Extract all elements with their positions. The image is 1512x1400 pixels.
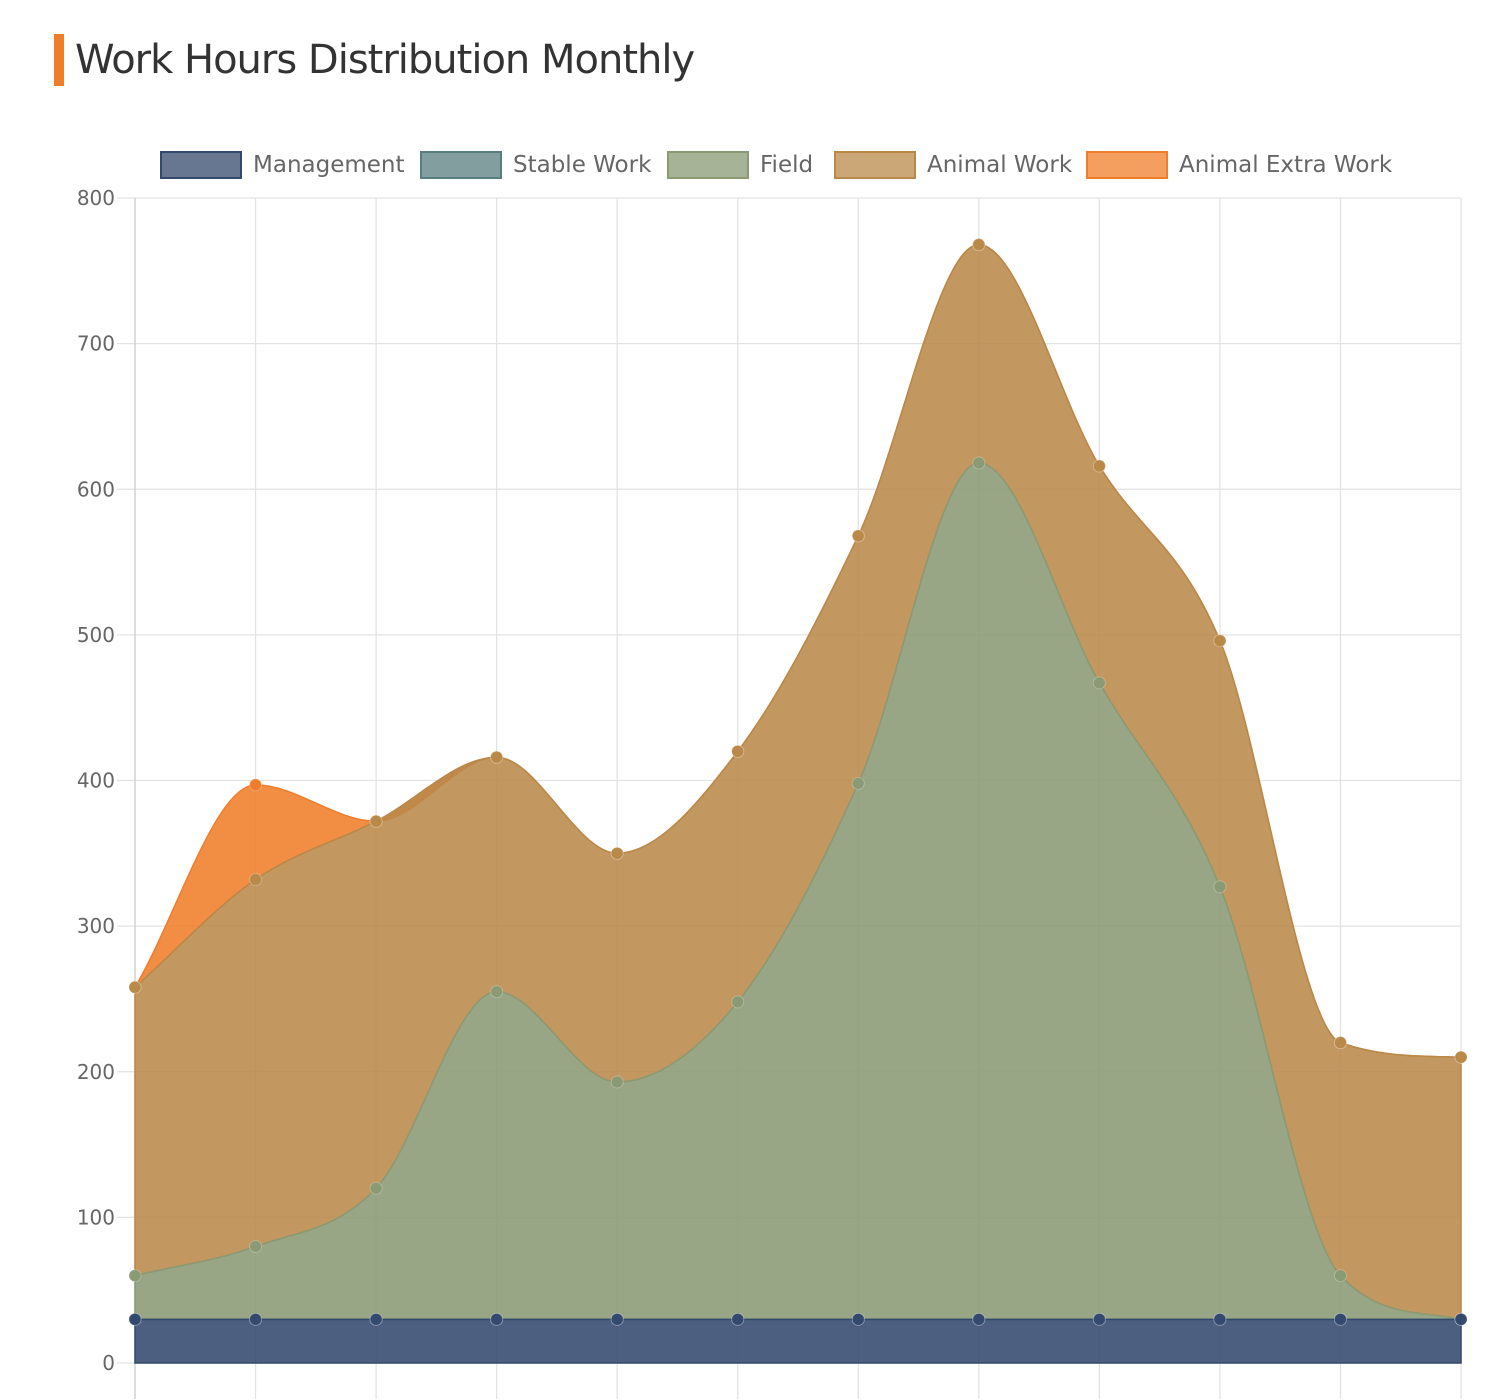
title-accent-bar <box>54 34 64 86</box>
point-animal-work <box>128 980 142 994</box>
point-field <box>731 995 745 1009</box>
y-tick-label: 400 <box>77 769 115 793</box>
point-management <box>1333 1312 1347 1326</box>
y-tick-label: 100 <box>77 1205 115 1229</box>
point-animal-work <box>249 873 263 887</box>
legend-label-animal-extra-work: Animal Extra Work <box>1179 152 1393 178</box>
area-management <box>134 1318 1462 1364</box>
point-field <box>851 776 865 790</box>
point-management <box>731 1312 745 1326</box>
y-tick-label: 300 <box>77 914 115 938</box>
point-field <box>1092 676 1106 690</box>
point-management <box>1454 1312 1468 1326</box>
legend-label-field: Field <box>760 152 813 178</box>
point-animal-work <box>369 814 383 828</box>
point-field <box>1213 880 1227 894</box>
chart-title-block: Work Hours Distribution Monthly <box>54 34 695 86</box>
legend: Management Stable Work Field Animal Work Ani… <box>160 151 1393 179</box>
point-animal-work <box>490 750 504 764</box>
legend-label-management: Management <box>253 152 405 178</box>
legend-label-animal-work: Animal Work <box>927 152 1073 178</box>
point-animal-work <box>1333 1036 1347 1050</box>
point-management <box>972 1312 986 1326</box>
y-tick-label: 800 <box>77 186 115 210</box>
legend-swatch-animal-work <box>834 151 916 179</box>
point-animal-work <box>610 846 624 860</box>
point-management <box>369 1312 383 1326</box>
point-field <box>490 985 504 999</box>
point-management <box>490 1312 504 1326</box>
point-animal-work <box>972 238 986 252</box>
y-tick-label: 600 <box>77 477 115 501</box>
point-animal-work <box>1092 459 1106 473</box>
point-animal-work <box>851 529 865 543</box>
point-field <box>249 1240 263 1253</box>
y-tick-label: 200 <box>77 1060 115 1084</box>
legend-swatch-stable-work <box>420 151 502 179</box>
point-field <box>128 1269 142 1283</box>
point-animal-extra-work <box>249 778 263 792</box>
point-animal-work <box>1454 1050 1468 1064</box>
point-management <box>851 1312 865 1326</box>
legend-swatch-management <box>160 151 242 179</box>
page-title: Work Hours Distribution Monthly <box>75 37 695 83</box>
point-field <box>1333 1269 1347 1283</box>
data-points <box>128 238 1468 1326</box>
areas <box>134 243 1462 1364</box>
point-management <box>1092 1312 1106 1326</box>
point-management <box>249 1312 263 1326</box>
y-tick-label: 0 <box>102 1351 115 1375</box>
point-field <box>972 456 986 470</box>
legend-swatch-animal-extra-work <box>1086 151 1168 179</box>
y-tick-label: 500 <box>77 623 115 647</box>
point-field <box>610 1075 624 1089</box>
legend-swatch-field <box>667 151 749 179</box>
legend-label-stable-work: Stable Work <box>513 152 652 178</box>
point-management <box>610 1312 624 1326</box>
point-field <box>369 1181 383 1195</box>
y-tick-label: 700 <box>77 332 115 356</box>
point-animal-work <box>731 744 745 758</box>
point-animal-work <box>1213 634 1227 648</box>
point-management <box>1213 1312 1227 1326</box>
point-management <box>128 1312 142 1326</box>
